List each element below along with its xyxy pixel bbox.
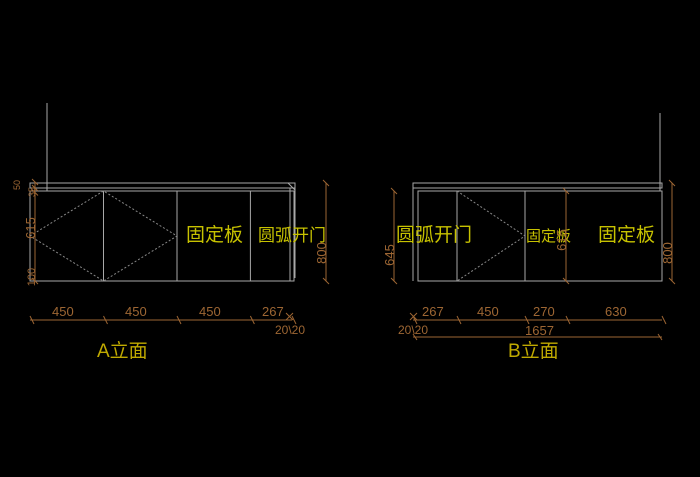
svg-text:圆弧开门: 圆弧开门 (396, 224, 472, 246)
svg-text:1657: 1657 (525, 323, 554, 338)
svg-text:450: 450 (52, 304, 74, 319)
svg-text:450: 450 (125, 304, 147, 319)
svg-text:20\20: 20\20 (275, 323, 305, 337)
svg-text:800: 800 (314, 242, 329, 264)
svg-text:B立面: B立面 (508, 340, 559, 362)
svg-text:450: 450 (477, 304, 499, 319)
svg-text:645: 645 (382, 244, 397, 266)
svg-text:615: 615 (554, 229, 569, 251)
svg-text:450: 450 (199, 304, 221, 319)
svg-text:630: 630 (605, 304, 627, 319)
svg-text:800: 800 (660, 242, 675, 264)
svg-text:267: 267 (262, 304, 284, 319)
svg-text:615: 615 (23, 217, 38, 239)
svg-text:50: 50 (12, 180, 22, 190)
svg-text:固定板: 固定板 (598, 224, 655, 246)
svg-text:100: 100 (26, 268, 38, 286)
svg-text:固定板: 固定板 (186, 224, 243, 246)
svg-text:267: 267 (422, 304, 444, 319)
svg-text:A立面: A立面 (97, 340, 148, 362)
svg-text:35: 35 (27, 187, 37, 197)
svg-text:270: 270 (533, 304, 555, 319)
